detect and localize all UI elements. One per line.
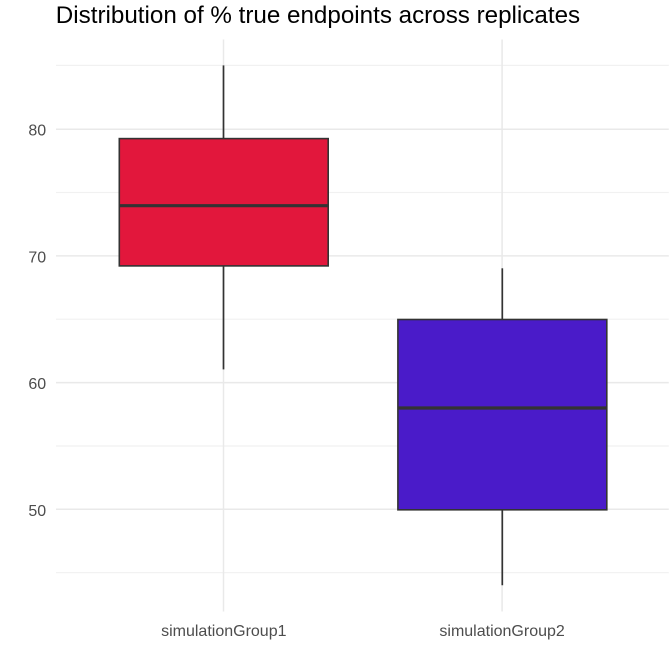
svg-text:70: 70 — [28, 249, 46, 266]
svg-text:80: 80 — [28, 123, 46, 140]
svg-text:60: 60 — [28, 376, 46, 393]
svg-text:50: 50 — [28, 503, 46, 520]
svg-text:simulationGroup1: simulationGroup1 — [161, 623, 287, 640]
svg-text:simulationGroup2: simulationGroup2 — [439, 623, 565, 640]
svg-text:Distribution of % true endpoin: Distribution of % true endpoints across … — [56, 2, 580, 29]
